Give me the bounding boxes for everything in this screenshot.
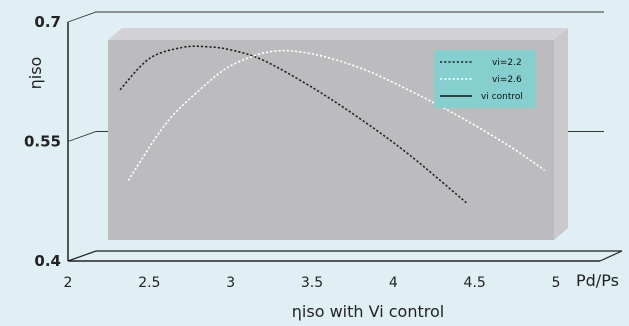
series-line-vi-2-6	[127, 49, 546, 181]
plot-area-side-face	[554, 28, 568, 240]
legend-label: vi=2.6	[492, 75, 522, 85]
legend-label: vi=2.2	[492, 58, 522, 68]
x-tick-label: 5	[552, 275, 561, 291]
legend: vi=2.2 vi=2.6 vi control	[434, 50, 536, 108]
x-tick-label: 2	[64, 275, 73, 291]
y-tick-label: 0.7	[34, 13, 61, 31]
y-tick-label: 0.55	[24, 133, 61, 151]
floor-left-edge	[67, 250, 97, 262]
x-tick-label: 3.5	[301, 275, 323, 291]
legend-box	[434, 50, 536, 108]
x-tick-labels: 2 2.5 3 3.5 4 4.5 5	[64, 275, 561, 291]
x-tick-label: 4	[389, 275, 398, 291]
series-line-vi-2-2	[119, 45, 468, 204]
x-axis-end-label: Pd/Ps	[576, 271, 619, 290]
series-lines	[119, 45, 546, 204]
x-tick-label: 4.5	[464, 275, 486, 291]
gridline	[67, 11, 604, 23]
plot-area-top-face	[108, 28, 568, 40]
x-tick-label: 3	[226, 275, 235, 291]
y-tick-label: 0.4	[34, 252, 61, 270]
y-tick-labels: 0.4 0.55 0.7	[24, 13, 61, 270]
y-axis-label: ηiso	[26, 57, 45, 90]
x-tick-label: 2.5	[138, 275, 160, 291]
floor-right-edge	[599, 250, 623, 262]
legend-label: vi control	[481, 92, 523, 102]
x-axis-label: ηiso with Vi control	[292, 302, 444, 321]
